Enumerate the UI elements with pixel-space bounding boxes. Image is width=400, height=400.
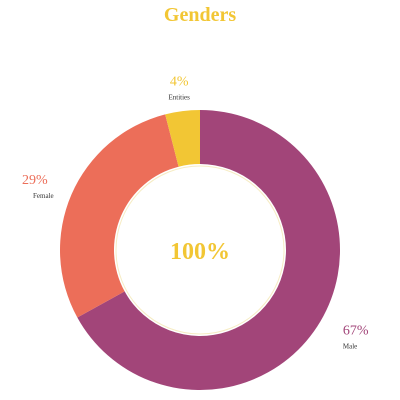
slice-female[interactable] [60, 114, 179, 318]
category-label-female: Female [33, 192, 54, 200]
slice-entities[interactable] [165, 110, 200, 167]
category-label-entities: Entities [168, 93, 190, 101]
slice-male[interactable] [77, 110, 340, 391]
chart-title: Genders [163, 4, 237, 26]
value-label-entities: 4% [170, 74, 189, 89]
center-label: 100% [170, 239, 230, 265]
value-label-female: 29% [22, 173, 48, 188]
category-label-male: Male [343, 343, 357, 351]
inner-ring [115, 165, 285, 335]
value-label-male: 67% [343, 324, 369, 339]
